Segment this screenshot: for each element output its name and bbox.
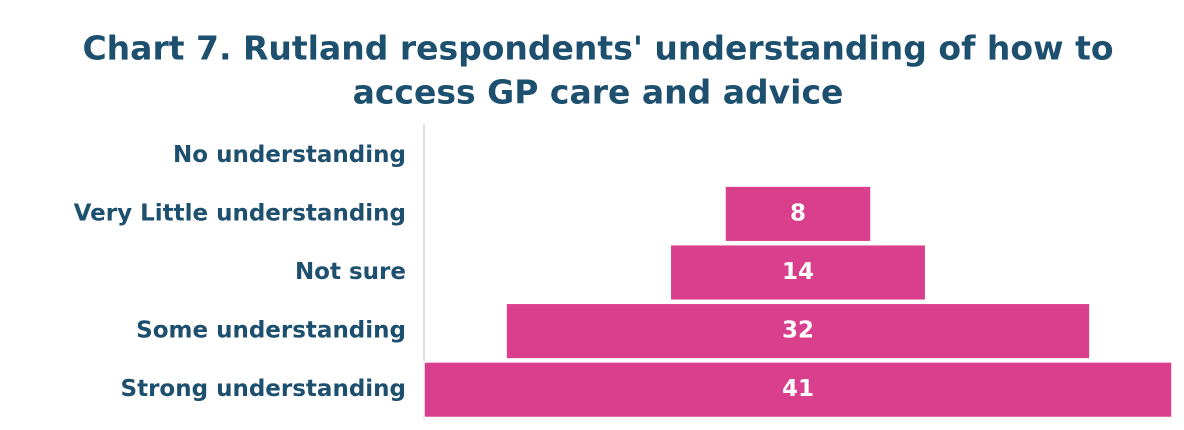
value-label: 14: [782, 259, 814, 285]
value-label: 32: [782, 318, 814, 344]
funnel-bar: [724, 185, 872, 243]
funnel-bar: [669, 243, 927, 302]
funnel-bar: [423, 361, 1173, 419]
category-label: Some understanding: [136, 318, 406, 344]
category-label: Strong understanding: [121, 376, 406, 402]
category-label: Very Little understanding: [74, 200, 406, 226]
value-label: 41: [782, 376, 814, 402]
category-label: No understanding: [173, 142, 406, 168]
value-label: 8: [790, 200, 806, 226]
chart-title: Chart 7. Rutland respondents' understand…: [82, 29, 1113, 68]
category-label: Not sure: [295, 259, 406, 285]
chart-title: access GP care and advice: [353, 73, 844, 112]
funnel-bar: [505, 302, 1091, 360]
